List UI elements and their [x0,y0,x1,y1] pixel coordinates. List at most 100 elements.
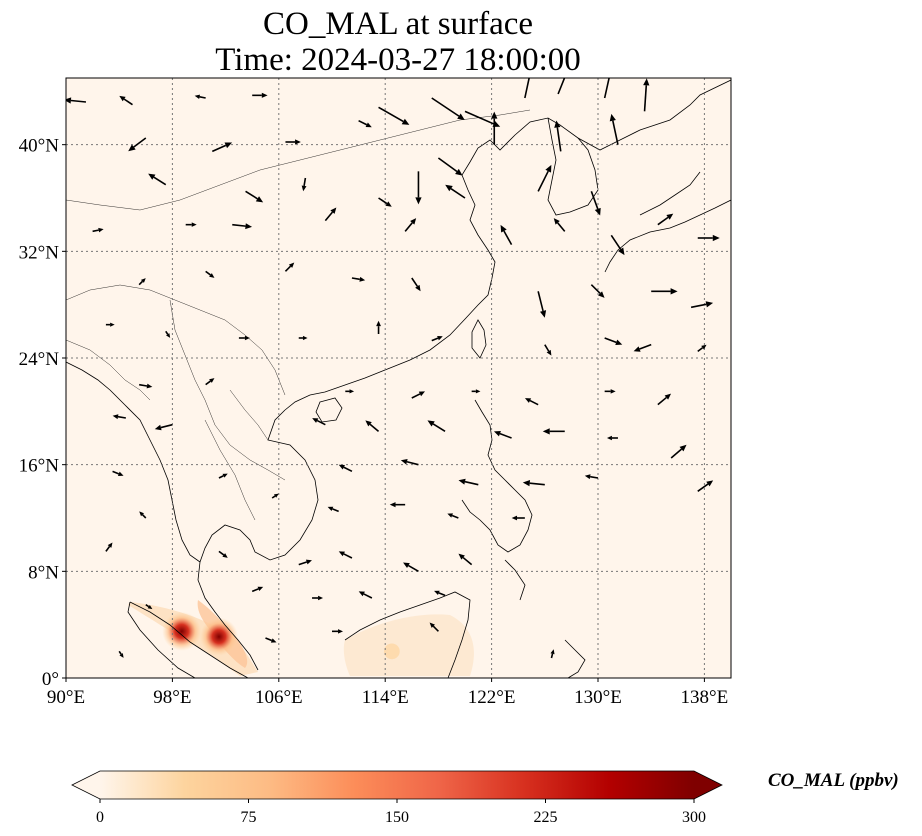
wind-arrow [245,190,264,203]
lon-tick-label: 122°E [468,687,516,708]
lat-tick-label: 0° [42,669,59,690]
wind-arrow [119,95,133,106]
wind-arrow [128,137,147,152]
coastline-taiwan [471,319,487,359]
wind-arrow [148,173,167,186]
wind-arrow [690,301,714,309]
wind-arrow [537,164,552,192]
wind-arrow [603,78,610,99]
wind-arrow [651,288,678,295]
wind-arrow [522,480,545,487]
wind-arrow [211,142,233,153]
colorbar-gradient [100,771,694,799]
coastline-sumatra [127,601,249,678]
wind-arrow [500,224,513,246]
lon-tick-label: 138°E [681,687,729,708]
longitude-axis: 90°E 98°E 106°E 114°E 122°E 130°E 138°E [47,678,728,708]
wind-arrow [445,184,466,199]
wind-arrow [332,629,343,634]
wind-arrow [471,389,481,394]
lat-tick-label: 32°N [19,242,60,263]
wind-arrow [431,97,465,120]
wind-arrow [458,478,479,486]
wind-arrow [590,191,601,216]
wind-arrow [301,177,307,192]
wind-arrow [327,506,339,513]
colorbar-label: CO_MAL (ppbv) [768,770,899,791]
wind-arrow [118,650,124,658]
wind-arrow [298,335,308,341]
wind-arrow [415,171,422,205]
coastline-hainan [315,397,343,423]
wind-arrow [584,474,599,480]
colorbar-tick-label: 150 [385,809,409,826]
wind-arrow [697,480,714,492]
wind-arrow [218,473,228,479]
lon-tick-label: 114°E [362,687,409,708]
wind-arrow [429,622,439,632]
wind-arrow [544,344,552,356]
wind-arrow [312,595,324,601]
wind-arrow [139,511,147,519]
wind-arrow [265,637,277,643]
wind-arrow [205,270,215,278]
wind-arrow [427,420,446,433]
lon-tick-label: 106°E [255,687,303,708]
wind-arrow [345,389,355,394]
wind-arrow [411,391,425,399]
wind-arrow [138,278,146,286]
wind-arrow [251,586,264,593]
colorbar-tick-label: 300 [682,809,706,826]
wind-arrow [609,113,619,145]
wind-arrow [324,207,337,222]
plot-area [66,78,731,678]
wind-arrow [358,591,373,599]
wind-arrow [285,139,301,145]
wind-arrow [284,262,295,272]
wind-arrow [542,428,565,435]
wind-arrow [66,97,87,104]
wind-arrow [458,553,473,566]
wind-arrow [524,398,539,406]
wind-arrow [643,78,650,112]
wind-arrow [185,222,197,227]
lon-tick-label: 90°E [47,687,85,708]
map-time: Time: 2024-03-27 18:00:00 [215,42,581,78]
wind-arrow [378,197,392,207]
coastline-philippines [461,399,533,601]
wind-arrow [403,562,419,573]
wind-arrow [154,423,173,431]
map-title: CO_MAL at surface [262,6,534,42]
wind-arrow [218,550,228,558]
wind-arrow [610,234,625,256]
wind-arrow [491,111,498,145]
wind-arrow [434,590,446,597]
wind-arrow [365,420,380,432]
latitude-axis: 0° 8°N 16°N 24°N 32°N 40°N [19,136,66,690]
wind-arrow [493,430,512,439]
gridlines [65,78,731,679]
wind-arrow [358,119,372,128]
wind-arrow [312,418,326,426]
lat-tick-label: 24°N [19,349,60,370]
co-hotspot [383,643,400,660]
lat-tick-label: 40°N [19,136,60,157]
co-hotspot [199,617,239,656]
lon-tick-label: 98°E [153,687,191,708]
coastline-sulawesi [564,639,586,678]
wind-arrow [238,335,250,341]
wind-arrow [633,343,652,352]
wind-arrow [145,604,153,610]
co-field [128,600,474,676]
wind-arrow [657,393,672,406]
wind-arrow [697,344,707,352]
wind-arrow [165,330,171,338]
wind-arrow [105,322,115,327]
lon-tick-label: 130°E [574,687,622,708]
wind-arrow [411,277,421,292]
wind-arrow [553,218,566,232]
wind-arrow [404,218,417,232]
wind-arrow [554,120,562,152]
wind-arrow [431,336,443,342]
